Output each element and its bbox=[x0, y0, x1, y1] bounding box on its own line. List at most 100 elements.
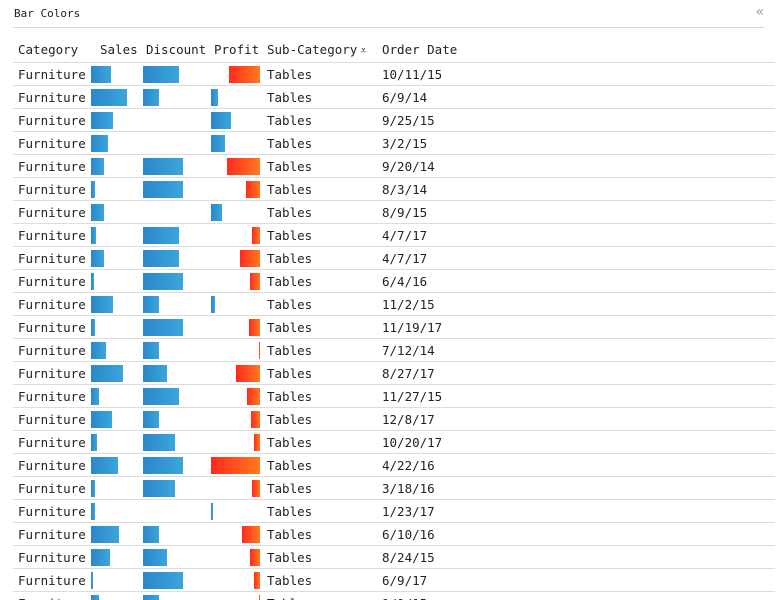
sales-bar bbox=[91, 503, 95, 520]
table-row[interactable]: Furniture Tables 8/27/17 bbox=[13, 361, 775, 384]
table-row[interactable]: Furniture Tables 8/9/15 bbox=[13, 200, 775, 223]
column-header-category[interactable]: Category bbox=[18, 42, 79, 57]
profit-bar bbox=[240, 250, 260, 267]
table-row[interactable]: Furniture Tables 6/4/16 bbox=[13, 269, 775, 292]
order-date-cell: 11/19/17 bbox=[382, 320, 443, 335]
subcategory-cell: Tables bbox=[267, 274, 313, 289]
table-row[interactable]: Furniture Tables 1/23/17 bbox=[13, 499, 775, 522]
subcategory-cell: Tables bbox=[267, 90, 313, 105]
category-cell: Furniture bbox=[18, 389, 86, 404]
sales-bar bbox=[91, 365, 123, 382]
discount-bar bbox=[143, 595, 159, 600]
profit-bar bbox=[211, 112, 231, 129]
discount-bar bbox=[143, 296, 159, 313]
subcategory-cell: Tables bbox=[267, 297, 313, 312]
sales-bar bbox=[91, 135, 108, 152]
subcategory-cell: Tables bbox=[267, 550, 313, 565]
profit-bar bbox=[229, 66, 260, 83]
sales-bar bbox=[91, 66, 111, 83]
discount-bar bbox=[143, 89, 159, 106]
table-row[interactable]: Furniture Tables 6/9/14 bbox=[13, 85, 775, 108]
category-cell: Furniture bbox=[18, 481, 86, 496]
subcategory-cell: Tables bbox=[267, 320, 313, 335]
table-row[interactable]: Furniture Tables 7/12/14 bbox=[13, 338, 775, 361]
table-row[interactable]: Furniture Tables 8/24/15 bbox=[13, 545, 775, 568]
table-row[interactable]: Furniture Tables 10/20/17 bbox=[13, 430, 775, 453]
profit-bar bbox=[250, 549, 260, 566]
table-row[interactable]: Furniture Tables 6/9/17 bbox=[13, 568, 775, 591]
profit-bar bbox=[252, 480, 260, 497]
order-date-cell: 1/9/15 bbox=[382, 596, 427, 600]
profit-bar bbox=[227, 158, 260, 175]
profit-bar bbox=[211, 89, 218, 106]
table-row[interactable]: Furniture Tables 4/22/16 bbox=[13, 453, 775, 476]
table-row[interactable]: Furniture Tables 9/20/14 bbox=[13, 154, 775, 177]
table-row[interactable]: Furniture Tables 10/11/15 bbox=[13, 62, 775, 85]
discount-bar bbox=[143, 434, 175, 451]
order-date-cell: 4/22/16 bbox=[382, 458, 435, 473]
category-cell: Furniture bbox=[18, 550, 86, 565]
sales-bar bbox=[91, 411, 112, 428]
subcategory-cell: Tables bbox=[267, 435, 313, 450]
table-row[interactable]: Furniture Tables 1/9/15 bbox=[13, 591, 775, 600]
sales-bar bbox=[91, 204, 104, 221]
column-header-order-date[interactable]: Order Date bbox=[382, 42, 458, 57]
table-row[interactable]: Furniture Tables 11/27/15 bbox=[13, 384, 775, 407]
discount-bar bbox=[143, 158, 183, 175]
subcategory-cell: Tables bbox=[267, 205, 313, 220]
subcategory-cell: Tables bbox=[267, 573, 313, 588]
column-header-profit[interactable]: Profit bbox=[214, 42, 260, 57]
discount-bar bbox=[143, 365, 167, 382]
discount-bar bbox=[143, 181, 183, 198]
table-row[interactable]: Furniture Tables 4/7/17 bbox=[13, 246, 775, 269]
category-cell: Furniture bbox=[18, 182, 86, 197]
collapse-panel-icon[interactable]: « bbox=[755, 4, 764, 20]
subcategory-cell: Tables bbox=[267, 527, 313, 542]
category-cell: Furniture bbox=[18, 458, 86, 473]
profit-bar bbox=[259, 342, 260, 359]
table-row[interactable]: Furniture Tables 3/2/15 bbox=[13, 131, 775, 154]
discount-bar bbox=[143, 572, 183, 589]
table-row[interactable]: Furniture Tables 3/18/16 bbox=[13, 476, 775, 499]
sales-bar bbox=[91, 112, 113, 129]
category-cell: Furniture bbox=[18, 228, 86, 243]
order-date-cell: 8/9/15 bbox=[382, 205, 428, 220]
subcategory-cell: Tables bbox=[267, 159, 313, 174]
profit-bar bbox=[246, 181, 260, 198]
category-cell: Furniture bbox=[18, 251, 86, 266]
sales-bar bbox=[91, 457, 118, 474]
table-row[interactable]: Furniture Tables 9/25/15 bbox=[13, 108, 775, 131]
table-row[interactable]: Furniture Tables 6/10/16 bbox=[13, 522, 775, 545]
title-divider bbox=[13, 27, 764, 28]
subcategory-cell: Tables bbox=[267, 596, 312, 600]
order-date-cell: 10/11/15 bbox=[382, 67, 443, 82]
discount-bar bbox=[143, 480, 175, 497]
table-row[interactable]: Furniture Tables 12/8/17 bbox=[13, 407, 775, 430]
subcategory-cell: Tables bbox=[267, 182, 313, 197]
column-header-subcategory[interactable]: Sub-Category ⩡ bbox=[267, 42, 367, 58]
discount-bar bbox=[143, 549, 167, 566]
profit-bar bbox=[211, 503, 213, 520]
sales-bar bbox=[91, 250, 104, 267]
order-date-cell: 9/20/14 bbox=[382, 159, 435, 174]
table-row[interactable]: Furniture Tables 11/19/17 bbox=[13, 315, 775, 338]
discount-bar bbox=[143, 66, 179, 83]
subcategory-cell: Tables bbox=[267, 458, 313, 473]
column-header-discount[interactable]: Discount bbox=[146, 42, 207, 57]
table-row[interactable]: Furniture Tables 4/7/17 bbox=[13, 223, 775, 246]
order-date-cell: 6/9/14 bbox=[382, 90, 428, 105]
subcategory-cell: Tables bbox=[267, 389, 313, 404]
column-header-sales[interactable]: Sales bbox=[100, 42, 138, 57]
order-date-cell: 4/7/17 bbox=[382, 228, 428, 243]
subcategory-cell: Tables bbox=[267, 412, 313, 427]
sort-descending-icon[interactable]: ⩡ bbox=[360, 44, 367, 57]
subcategory-cell: Tables bbox=[267, 343, 313, 358]
table-row[interactable]: Furniture Tables 8/3/14 bbox=[13, 177, 775, 200]
sales-bar bbox=[91, 549, 110, 566]
table-row[interactable]: Furniture Tables 11/2/15 bbox=[13, 292, 775, 315]
sales-bar bbox=[91, 273, 94, 290]
category-cell: Furniture bbox=[18, 527, 86, 542]
order-date-cell: 6/9/17 bbox=[382, 573, 428, 588]
sales-bar bbox=[91, 388, 99, 405]
profit-bar bbox=[211, 204, 222, 221]
